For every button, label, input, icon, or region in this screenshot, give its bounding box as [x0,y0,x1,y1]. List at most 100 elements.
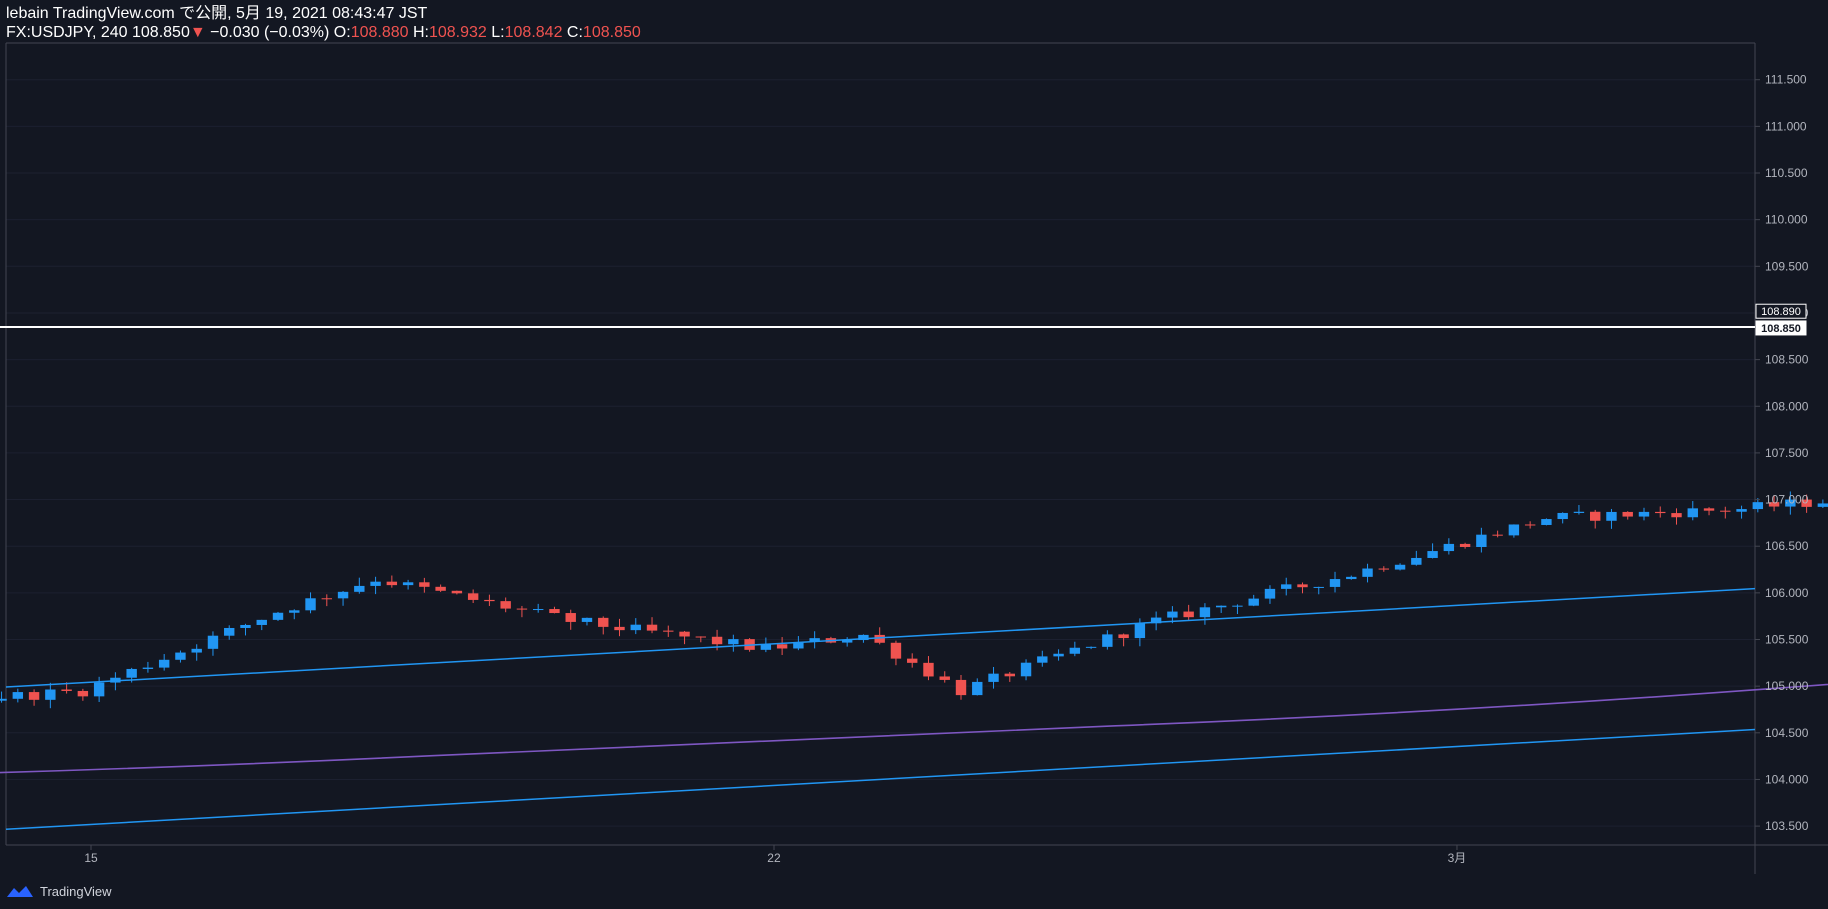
candle-body [646,624,658,631]
candle-body [630,624,641,631]
candle-body [337,591,349,599]
candle-body [321,598,332,600]
candle-body [1411,557,1422,565]
candle-body [1655,511,1666,514]
candle-body [0,698,7,701]
candle-body [793,641,804,649]
candle-body [1329,579,1341,587]
candle-body [939,676,950,680]
y-tick-label: 111.500 [1765,73,1807,87]
candle-body [93,682,105,697]
candle-body [1785,499,1796,507]
y-tick-label: 110.000 [1765,213,1808,227]
candle-body [1313,586,1324,588]
candle-body [1801,499,1812,507]
candle-body [191,648,202,653]
candle-body [711,636,723,645]
candle-body [1199,607,1211,618]
y-tick-label: 108.000 [1765,399,1809,413]
candle-body [1134,623,1146,639]
candle-body [289,610,300,613]
candle-body [1573,511,1585,513]
candle-body [435,586,446,591]
trendline-upper[interactable] [5,587,1756,688]
candle-body [874,634,885,643]
candle-body [1590,511,1601,521]
candle-body [1606,511,1617,521]
price-axis[interactable]: 103.500 104.000 104.500 105.000 105.500 106.0… [1755,73,1809,833]
low-value: 108.842 [504,24,563,41]
candle-body [1508,524,1520,536]
candle-body [370,581,381,586]
candle-body [565,613,576,622]
price-labels: 108.890 108.850 [1755,303,1807,336]
candle-body [305,598,316,611]
close-label: C: [566,24,583,41]
chart-header: lebain TradingView.com で公開, 5月 19, 2021 … [6,4,641,42]
candle-body [272,612,284,620]
open-label: O: [333,24,351,41]
candle-body [1476,534,1487,547]
candle-body [500,601,511,609]
price-label-text: 108.850 [1761,323,1801,335]
candle-body [923,662,934,677]
candle-body [776,644,788,649]
trendline-lower[interactable] [5,728,1756,831]
down-arrow-icon: ▼ [189,24,206,41]
candle-body [224,627,235,636]
candle-body [1150,617,1162,624]
candle-body [549,609,560,614]
candle-body [1264,588,1276,599]
candle-body [1557,512,1568,520]
candle-body [354,585,365,592]
candle-body [1622,511,1633,517]
low-label: L: [491,24,505,41]
y-tick-label: 111.000 [1765,119,1807,133]
candle-body [1394,564,1406,570]
candle-body [598,617,609,627]
x-tick-label: 3月 [1448,851,1467,865]
y-tick-label: 106.500 [1765,539,1809,553]
candle-body [1524,524,1536,526]
candle-body [581,617,593,622]
close-value: 108.850 [582,24,641,41]
candle-body [858,634,869,641]
candle-body [955,679,967,696]
y-tick-label: 108.500 [1765,353,1809,367]
open-value: 108.880 [350,24,409,41]
y-tick-label: 105.500 [1765,633,1809,647]
candle-body [402,582,414,586]
candle-body [695,636,707,638]
candle-body [1167,611,1178,618]
candle-body [1492,534,1503,536]
trendline-layer[interactable] [5,587,1756,831]
candle-body [972,681,983,696]
y-tick-label: 107.000 [1765,493,1809,507]
candle-body [126,668,137,678]
symbol-label: FX:USDJPY, 240 [6,24,128,41]
candle-body [1378,568,1390,570]
candle-body [1102,634,1113,647]
candle-body [28,692,40,700]
candle-body [256,619,267,625]
time-axis[interactable]: 15223月815224月1219265月1017246月7 [84,845,1828,865]
candle-body [1768,502,1780,507]
y-tick-label: 106.000 [1765,586,1809,600]
candle-body [728,639,739,645]
candle-body [77,690,89,697]
candle-body [1085,646,1097,648]
candle-body [988,673,999,682]
candle-body [679,631,690,637]
candle-body [1215,605,1227,608]
footer[interactable]: TradingView [6,880,112,902]
candle-body [1752,502,1764,510]
price-label-box [1755,320,1807,336]
publisher-line: lebain TradingView.com で公開, 5月 19, 2021 … [6,5,428,22]
candle-body [207,635,219,649]
y-tick-label: 105.000 [1765,679,1809,693]
candle-body [61,689,72,691]
price-label-text: 108.890 [1761,306,1801,318]
candle-body [467,593,479,600]
x-tick-label: 15 [84,851,98,865]
